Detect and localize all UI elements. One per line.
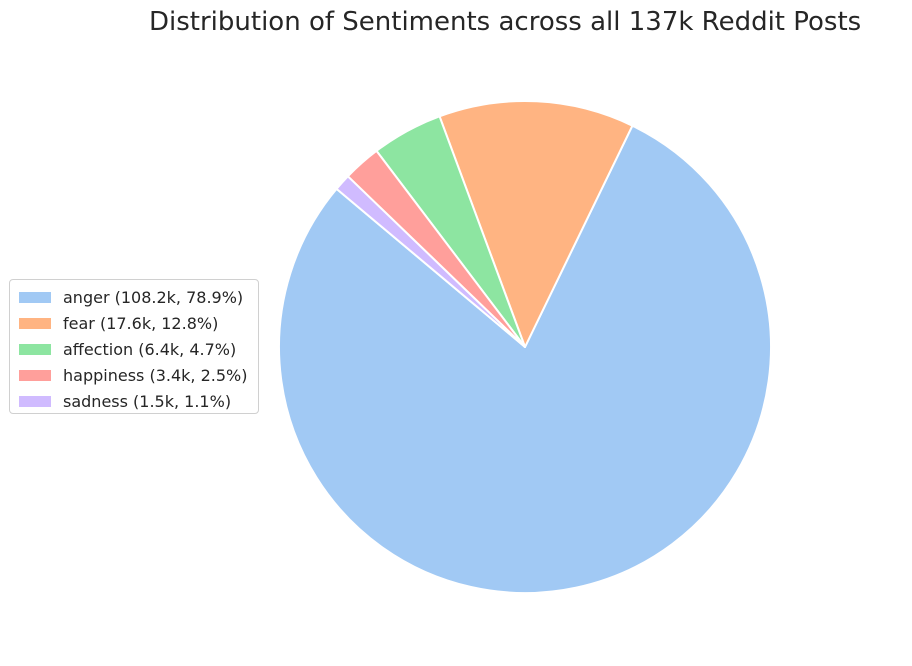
legend-item-affection: affection (6.4k, 4.7%) [10, 336, 258, 362]
pie-slice-sadness [335, 175, 526, 348]
legend-label-affection: affection (6.4k, 4.7%) [63, 339, 237, 359]
legend-item-happiness: happiness (3.4k, 2.5%) [10, 363, 258, 389]
legend: anger (108.2k, 78.9%) fear (17.6k, 12.8%)… [9, 279, 259, 414]
legend-swatch-affection [19, 343, 51, 355]
chart-title: Distribution of Sentiments across all 13… [149, 7, 862, 37]
legend-label-sadness: sadness (1.5k, 1.1%) [63, 392, 232, 412]
legend-swatch-fear [19, 317, 51, 329]
legend-swatch-happiness [19, 370, 51, 382]
pie-slice-anger [278, 124, 772, 594]
legend-swatch-sadness [19, 396, 51, 408]
legend-label-fear: fear (17.6k, 12.8%) [63, 313, 219, 333]
pie-slice-fear [438, 100, 634, 348]
legend-item-fear: fear (17.6k, 12.8%) [10, 310, 258, 336]
legend-item-sadness: sadness (1.5k, 1.1%) [10, 389, 258, 415]
legend-label-happiness: happiness (3.4k, 2.5%) [63, 366, 248, 386]
legend-item-anger: anger (108.2k, 78.9%) [10, 284, 258, 310]
legend-swatch-anger [19, 291, 51, 303]
legend-label-anger: anger (108.2k, 78.9%) [63, 287, 244, 307]
